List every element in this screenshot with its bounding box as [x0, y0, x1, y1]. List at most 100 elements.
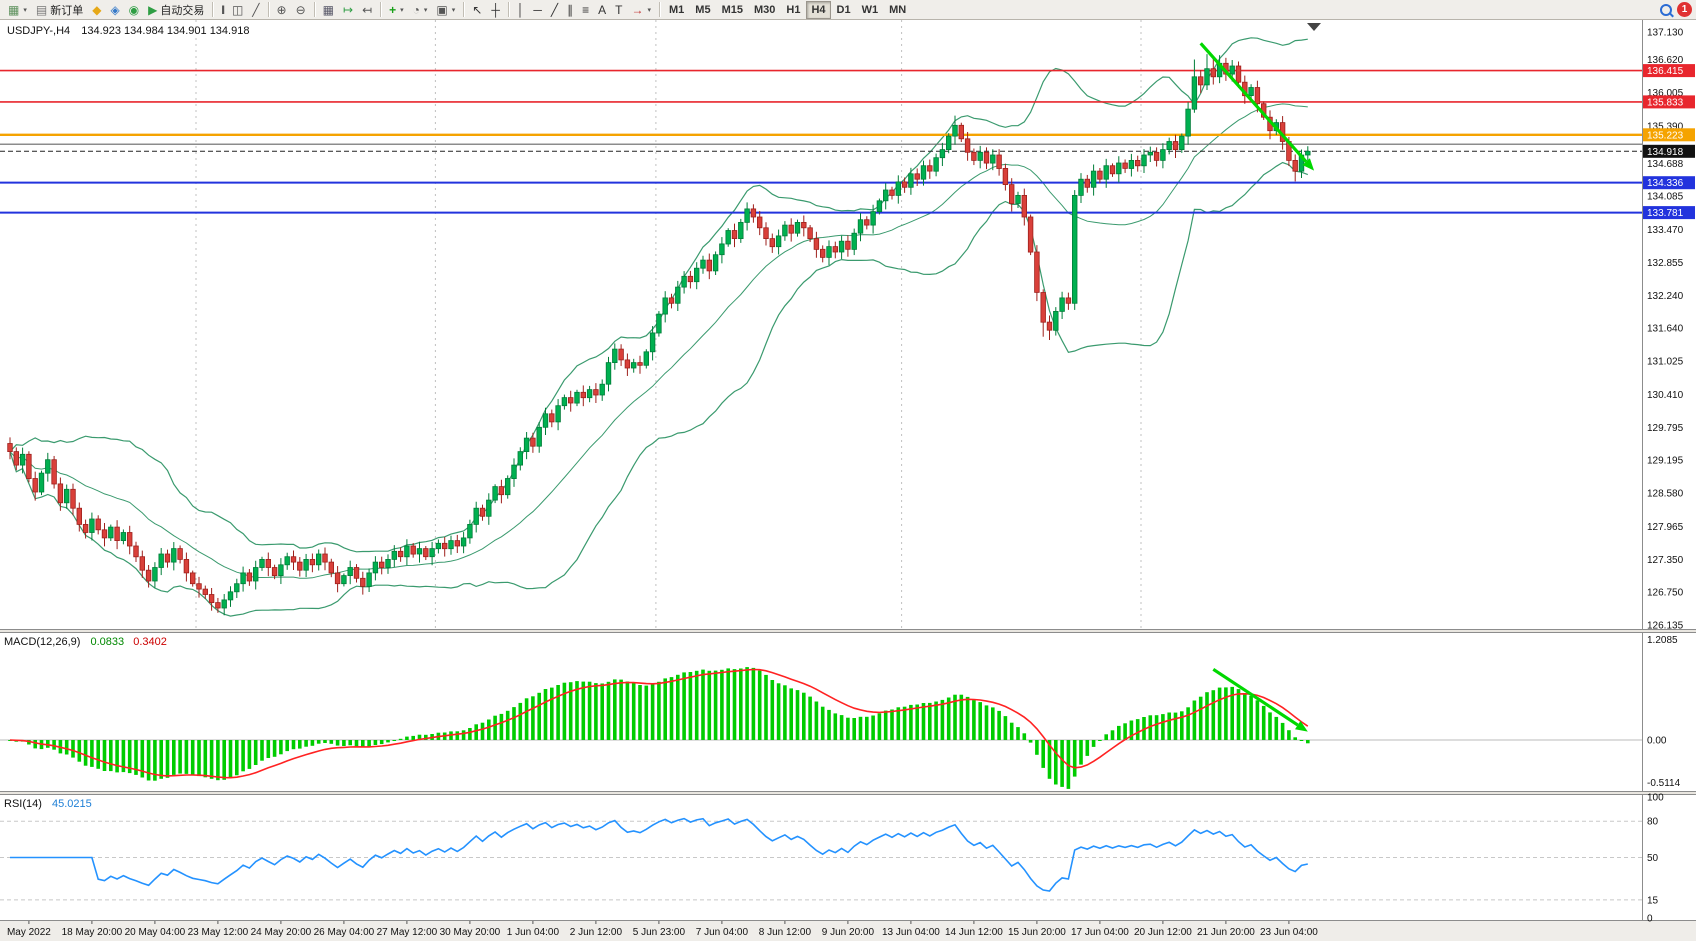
- candle-body: [719, 243, 725, 256]
- macd-histogram-bar: [361, 740, 365, 748]
- macd-histogram-bar: [127, 740, 132, 774]
- trend-arrow-line[interactable]: [1199, 42, 1308, 163]
- candle-body: [183, 559, 190, 574]
- candlestick-chart-button[interactable]: ◫: [228, 1, 247, 19]
- trend-arrow-line[interactable]: [1212, 667, 1299, 727]
- text-button[interactable]: A: [594, 1, 610, 19]
- candle-body: [448, 540, 454, 550]
- chart-ohlc-label: USDJPY-,H4 134.923 134.984 134.901 134.9…: [7, 25, 249, 37]
- search-button[interactable]: [1656, 1, 1676, 19]
- candle-body: [1053, 310, 1059, 331]
- macd-histogram-bar: [480, 722, 485, 740]
- time-axis-label: 18 May 20:00: [62, 927, 123, 938]
- periods-button[interactable]: ◔ ▾: [409, 1, 432, 19]
- main-pane[interactable]: [0, 20, 1642, 629]
- timeframe-w1-button[interactable]: W1: [857, 1, 884, 19]
- timeframe-m30-button[interactable]: M30: [749, 1, 780, 19]
- candle-body: [801, 221, 807, 229]
- macd-histogram-bar: [468, 728, 472, 740]
- macd-histogram-bar: [1249, 695, 1253, 740]
- zoom-in-button[interactable]: ⊕: [273, 1, 291, 19]
- macd-histogram-bar: [474, 724, 478, 740]
- price-tick-label: 130.410: [1647, 390, 1684, 401]
- notifications-badge[interactable]: 1: [1677, 2, 1692, 17]
- macd-histogram-bar: [909, 704, 913, 740]
- macd-histogram-bar: [827, 709, 831, 740]
- bollinger-middle: [9, 103, 1308, 579]
- channel-button[interactable]: ∥: [563, 1, 577, 19]
- candle-body: [738, 221, 744, 239]
- candle-body: [221, 599, 227, 609]
- timeframe-m5-button[interactable]: M5: [690, 1, 715, 19]
- candle-body: [694, 267, 700, 283]
- arrows-button[interactable]: → ▾: [627, 1, 655, 19]
- horizontal-line-button[interactable]: ─: [529, 1, 546, 19]
- timeframe-d1-button[interactable]: D1: [832, 1, 856, 19]
- candle-body: [883, 189, 889, 202]
- candle-body: [341, 575, 347, 585]
- timeframe-m1-button[interactable]: M1: [664, 1, 689, 19]
- macd-histogram-bar: [1280, 722, 1285, 740]
- macd-histogram-bar: [83, 740, 88, 766]
- candle-body: [511, 464, 517, 480]
- candle-body: [1147, 151, 1153, 156]
- timeframe-m15-button[interactable]: M15: [717, 1, 748, 19]
- rsi-pane[interactable]: [0, 817, 1642, 901]
- price-tick-label: 128.580: [1647, 489, 1684, 500]
- autotrading-icon: ▶: [148, 2, 158, 17]
- indicators-button[interactable]: + ▾: [385, 1, 408, 19]
- macd-histogram-bar: [505, 710, 510, 740]
- candle-body: [504, 478, 511, 496]
- auto-scroll-button[interactable]: ↦: [339, 1, 357, 19]
- fibonacci-button[interactable]: ≡: [578, 1, 593, 19]
- cursor-button[interactable]: ↖: [468, 1, 486, 19]
- crosshair-button[interactable]: ┼: [487, 1, 504, 19]
- timeframe-h1-button[interactable]: H1: [781, 1, 805, 19]
- macd-histogram-bar: [694, 670, 699, 740]
- chart-shift-button[interactable]: ↤: [358, 1, 376, 19]
- dropdown-caret-icon: ▾: [423, 6, 428, 14]
- chart-window[interactable]: May 2022 18 May 20:00 20 May 04:00 23 May 1…: [0, 20, 1696, 941]
- tile-windows-button[interactable]: ▦: [319, 1, 338, 19]
- timeframe-h4-button[interactable]: H4: [806, 0, 831, 19]
- time-axis-label: 8 Jun 12:00: [759, 927, 812, 938]
- chart-shift-marker[interactable]: [1307, 23, 1321, 31]
- price-tick-label: 134.085: [1647, 192, 1684, 203]
- macd-pane[interactable]: [0, 667, 1642, 789]
- macd-indicator-label: MACD(12,26,9) 0.0833 0.3402: [4, 636, 167, 648]
- line-chart-button[interactable]: ╱: [248, 1, 263, 19]
- price-scale[interactable]: 137.130 136.620 136.005 135.390 134.688 134.0…: [1643, 28, 1695, 925]
- market-button[interactable]: ◆: [88, 1, 105, 19]
- time-axis[interactable]: May 2022 18 May 20:00 20 May 04:00 23 May 1…: [0, 920, 1696, 941]
- macd-histogram-bar: [71, 740, 75, 758]
- macd-histogram-bar: [493, 715, 497, 740]
- text-label-button[interactable]: T: [611, 1, 626, 19]
- text-label-icon: T: [615, 2, 623, 17]
- price-tick-label: 129.195: [1647, 455, 1684, 466]
- time-axis-label: 2 Jun 12:00: [570, 927, 623, 938]
- candle-body: [555, 405, 561, 423]
- autotrading-button[interactable]: ▶ 自动交易: [144, 1, 208, 19]
- timeframe-mn-button[interactable]: MN: [884, 1, 911, 19]
- candle-body: [410, 545, 416, 555]
- candle-body: [1009, 184, 1015, 204]
- macd-histogram-bar: [1211, 690, 1216, 740]
- new-order-button[interactable]: ▤ 新订单: [32, 1, 87, 19]
- candle-body: [145, 569, 152, 582]
- macd-histogram-bar: [972, 700, 976, 740]
- chart-canvas[interactable]: May 2022 18 May 20:00 20 May 04:00 23 May 1…: [0, 20, 1696, 941]
- macd-histogram-bar: [978, 702, 982, 740]
- signals-button[interactable]: ◈: [106, 1, 123, 19]
- vertical-line-button[interactable]: │: [513, 1, 529, 19]
- macd-histogram-bar: [266, 740, 271, 758]
- new-chart-button[interactable]: ▦ ▾: [4, 1, 31, 19]
- bar-chart-button[interactable]: |||: [217, 1, 227, 19]
- macd-histogram-bar: [304, 740, 308, 747]
- trendline-button[interactable]: ╱: [547, 1, 562, 19]
- zoom-out-button[interactable]: ⊖: [292, 1, 310, 19]
- community-button[interactable]: ◉: [125, 1, 143, 19]
- macd-histogram-bar: [701, 669, 705, 740]
- templates-button[interactable]: ▣ ▾: [432, 1, 459, 19]
- candle-body: [1229, 65, 1235, 75]
- candle-body: [731, 230, 738, 240]
